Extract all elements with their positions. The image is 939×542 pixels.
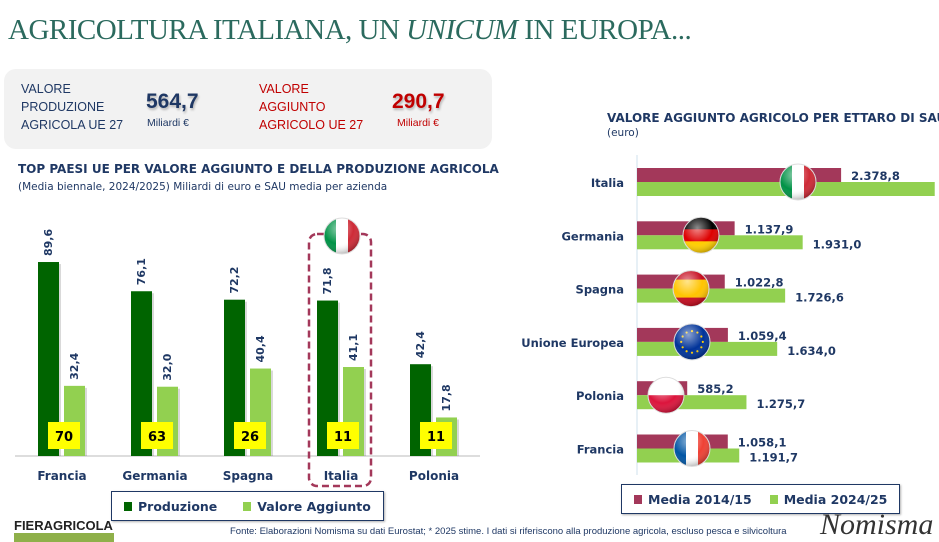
flag-gloss bbox=[779, 163, 817, 201]
category-label: Spagna bbox=[576, 283, 624, 297]
data-label: 32,0 bbox=[161, 353, 174, 380]
nomisma-logo: Nomisma bbox=[820, 508, 934, 541]
data-label-2014: 2.378,8 bbox=[851, 169, 900, 183]
data-label: 71,8 bbox=[321, 267, 334, 294]
sau-value: 26 bbox=[241, 430, 259, 445]
fieragricola-logo: FIERAGRICOLA bbox=[14, 518, 113, 533]
sau-box bbox=[234, 422, 266, 449]
legend-swatch-valore-aggiunto bbox=[243, 501, 252, 511]
bar-produzione bbox=[38, 262, 59, 456]
category-label: Polonia bbox=[409, 469, 459, 483]
data-label-2014: 1.137,9 bbox=[745, 222, 794, 236]
eu-flag-icon bbox=[673, 323, 711, 361]
legend-label-produzione: Produzione bbox=[138, 498, 218, 514]
data-label-2024: 1.275,7 bbox=[756, 397, 805, 411]
italy-flag-icon bbox=[323, 217, 361, 255]
data-label-2014: 1.059,4 bbox=[738, 329, 787, 343]
italy-flag-icon bbox=[779, 163, 817, 201]
germany-flag-icon bbox=[682, 216, 720, 254]
data-label-2024: 1.931,0 bbox=[813, 237, 862, 251]
category-label: Germania bbox=[122, 469, 187, 483]
category-label: Spagna bbox=[223, 469, 274, 483]
right-chart-subtitle: (euro) bbox=[607, 127, 639, 139]
legend-label-2014: Media 2014/15 bbox=[648, 491, 752, 507]
flag-gloss bbox=[323, 217, 361, 255]
category-label: Francia bbox=[577, 443, 624, 457]
legend-label-2024: Media 2024/25 bbox=[783, 491, 888, 507]
sau-value: 11 bbox=[334, 430, 352, 445]
right-legend: Media 2014/15 Media 2024/25 bbox=[621, 484, 901, 514]
kpi-added-value-label: VALORE AGGIUNTO AGRICOLO UE 27 bbox=[259, 82, 364, 132]
legend-swatch-produzione bbox=[124, 501, 132, 511]
poland-flag-icon bbox=[647, 376, 685, 414]
sau-box bbox=[420, 422, 452, 449]
bar-produzione bbox=[317, 300, 338, 456]
right-chart-title: VALORE AGGIUNTO AGRICOLO PER ETTARO DI S… bbox=[607, 111, 939, 125]
data-label: 76,1 bbox=[135, 258, 148, 285]
kpi-production-label: VALORE PRODUZIONE AGRICOLA UE 27 bbox=[21, 82, 124, 132]
bar-produzione bbox=[224, 299, 245, 456]
left-chart-subtitle: (Media biennale, 2024/2025) Miliardi di … bbox=[18, 181, 388, 193]
legend-swatch-2014 bbox=[634, 494, 642, 504]
kpi-added-value-unit: Miliardi € bbox=[397, 117, 440, 129]
sau-box bbox=[327, 422, 359, 449]
flag-gloss bbox=[672, 270, 710, 308]
category-label: Polonia bbox=[576, 389, 624, 403]
sau-box bbox=[48, 422, 80, 449]
kpi-panel bbox=[4, 69, 492, 149]
data-label-2024: 1.726,6 bbox=[795, 291, 844, 305]
data-label-2014: 585,2 bbox=[697, 382, 733, 396]
data-label-2014: 1.022,8 bbox=[735, 276, 784, 290]
legend-swatch-2024 bbox=[769, 494, 778, 504]
flag-gloss bbox=[647, 376, 685, 414]
data-label: 72,2 bbox=[228, 267, 241, 294]
sau-value: 11 bbox=[427, 430, 445, 445]
data-label: 41,1 bbox=[347, 334, 360, 361]
flag-gloss bbox=[682, 216, 720, 254]
data-label: 17,8 bbox=[440, 384, 453, 411]
bar-media-2024 bbox=[637, 235, 803, 250]
left-legend: Produzione Valore Aggiunto bbox=[111, 491, 384, 521]
kpi-production-unit: Miliardi € bbox=[147, 117, 190, 129]
data-label-2014: 1.058,1 bbox=[738, 436, 787, 450]
flag-gloss bbox=[673, 323, 711, 361]
kpi-added-value-value: 290,7 bbox=[392, 90, 445, 113]
data-label-2024: 1.634,0 bbox=[787, 344, 836, 358]
france-flag-icon bbox=[673, 430, 711, 467]
source-note: Fonte: Elaborazioni Nomisma su dati Euro… bbox=[230, 526, 787, 537]
sau-box bbox=[141, 422, 173, 449]
kpi-production-value: 564,7 bbox=[146, 90, 199, 113]
left-chart-title: TOP PAESI UE PER VALORE AGGIUNTO E DELLA… bbox=[18, 162, 499, 176]
category-label: Unione Europea bbox=[521, 336, 624, 350]
sau-value: 70 bbox=[55, 430, 73, 445]
data-label: 42,4 bbox=[414, 331, 427, 358]
category-label: Germania bbox=[561, 229, 624, 243]
spain-flag-icon bbox=[672, 270, 710, 308]
flag-gloss bbox=[673, 430, 711, 467]
category-label: Francia bbox=[37, 469, 86, 483]
sau-value: 63 bbox=[148, 430, 166, 445]
data-label-2024: 1.191,7 bbox=[749, 451, 798, 465]
data-label: 40,4 bbox=[254, 335, 267, 362]
category-label: Italia bbox=[591, 176, 624, 190]
data-label: 32,4 bbox=[68, 352, 81, 379]
page-title: AGRICOLTURA ITALIANA, UN UNICUM IN EUROP… bbox=[8, 14, 692, 46]
legend-label-valore-aggiunto: Valore Aggiunto bbox=[257, 498, 371, 514]
category-label: Italia bbox=[324, 469, 359, 483]
bar-media-2024 bbox=[637, 288, 786, 303]
fieragricola-logo-band bbox=[14, 533, 114, 542]
bar-produzione bbox=[131, 291, 152, 456]
data-label: 89,6 bbox=[42, 229, 55, 256]
